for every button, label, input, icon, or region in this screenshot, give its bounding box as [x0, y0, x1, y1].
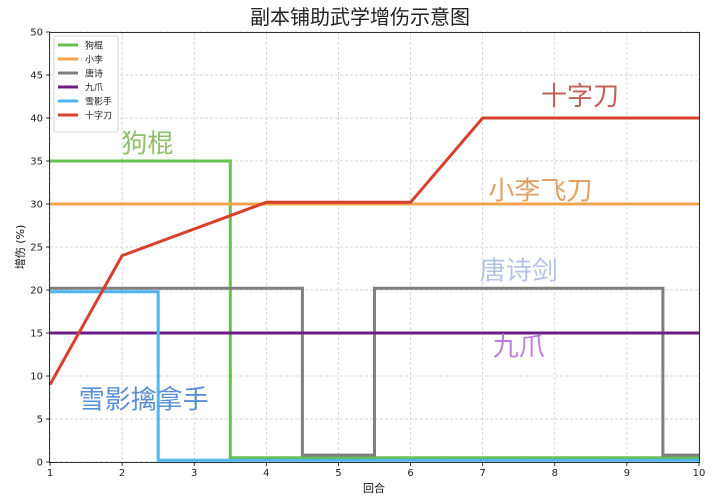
- legend-label: 唐诗: [85, 68, 103, 80]
- annotation-label: 狗棍: [121, 129, 173, 159]
- series-line-狗棍: [50, 159, 699, 460]
- series-lines: [48, 116, 699, 462]
- chart-title: 副本铺助武学增伤示意图: [250, 5, 470, 29]
- annotation-label: 雪影擒拿手: [79, 386, 209, 416]
- plot-frame: [49, 32, 700, 463]
- x-axis-title: 回合: [363, 481, 385, 495]
- annotation-label: 十字刀: [541, 82, 619, 112]
- x-tick-label: 1: [47, 468, 53, 479]
- x-tick-label: 9: [624, 468, 630, 479]
- annotation-label: 小李飞刀: [488, 177, 592, 207]
- x-tick-label: 10: [693, 468, 706, 479]
- y-tick-label: 20: [30, 286, 43, 297]
- y-tick-label: 15: [30, 329, 43, 340]
- x-tick-label: 5: [335, 468, 341, 479]
- annotation-label: 九爪: [493, 332, 545, 362]
- legend-label: 小李: [85, 54, 103, 66]
- y-tick-label: 40: [30, 114, 43, 125]
- x-tick-label: 3: [191, 468, 197, 479]
- y-tick-label: 0: [37, 458, 43, 469]
- annotation-label: 唐诗剑: [480, 257, 558, 287]
- series-line-十字刀: [48, 116, 699, 386]
- legend-label: 雪影手: [85, 96, 112, 108]
- x-tick-label: 2: [119, 468, 125, 479]
- legend-label: 十字刀: [85, 110, 112, 122]
- x-tick-label: 6: [407, 468, 413, 479]
- y-tick-label: 30: [30, 200, 43, 211]
- y-tick-label: 25: [30, 243, 43, 254]
- series-line-雪影手: [50, 290, 699, 462]
- x-tick-label: 8: [552, 468, 558, 479]
- y-tick-label: 5: [37, 415, 43, 426]
- series-line-唐诗: [50, 286, 699, 457]
- y-tick-label: 45: [30, 71, 43, 82]
- x-tick-label: 7: [479, 468, 485, 479]
- legend-label: 狗棍: [85, 40, 103, 52]
- y-tick-label: 50: [30, 28, 43, 39]
- y-tick-label: 35: [30, 157, 43, 168]
- y-axis-title: 增伤 (%): [13, 225, 27, 270]
- y-tick-label: 10: [30, 372, 43, 383]
- x-tick-label: 4: [263, 468, 269, 479]
- legend-label: 九爪: [85, 83, 103, 94]
